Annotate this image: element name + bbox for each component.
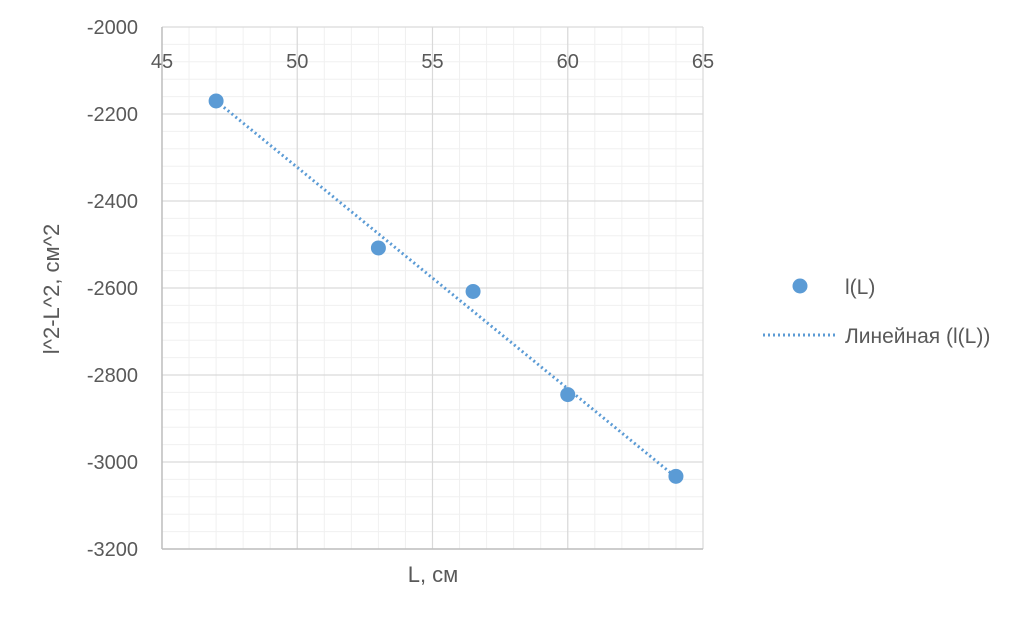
data-point [560, 387, 576, 403]
data-point [370, 240, 386, 256]
y-tick-label: -2200 [87, 104, 138, 126]
trendline [215, 99, 677, 479]
x-tick-labels: 45 50 55 60 65 [151, 51, 714, 73]
data-point [208, 93, 224, 109]
legend-label-trendline: Линейная (l(L)) [845, 325, 990, 348]
x-tick-label: 55 [421, 51, 443, 73]
legend: l(L) Линейная (l(L)) [763, 276, 990, 348]
y-axis-title: l^2-L^2, см^2 [39, 224, 64, 354]
x-tick-label: 45 [151, 51, 173, 73]
legend-label-series: l(L) [845, 276, 875, 299]
y-tick-labels: -2000 -2200 -2400 -2600 -2800 -3000 -3200 [87, 17, 138, 561]
data-points [208, 93, 684, 484]
data-point [465, 283, 481, 299]
legend-marker-series [792, 278, 808, 294]
y-tick-label: -2600 [87, 278, 138, 300]
data-point [668, 468, 684, 484]
y-tick-label: -3000 [87, 452, 138, 474]
y-tick-label: -3200 [87, 539, 138, 561]
x-tick-label: 60 [557, 51, 579, 73]
y-tick-label: -2000 [87, 17, 138, 39]
y-tick-label: -2400 [87, 191, 138, 213]
x-tick-label: 65 [692, 51, 714, 73]
x-tick-label: 50 [286, 51, 308, 73]
trendline-group [215, 99, 677, 479]
x-axis-title: L, см [408, 562, 459, 587]
y-tick-label: -2800 [87, 365, 138, 387]
